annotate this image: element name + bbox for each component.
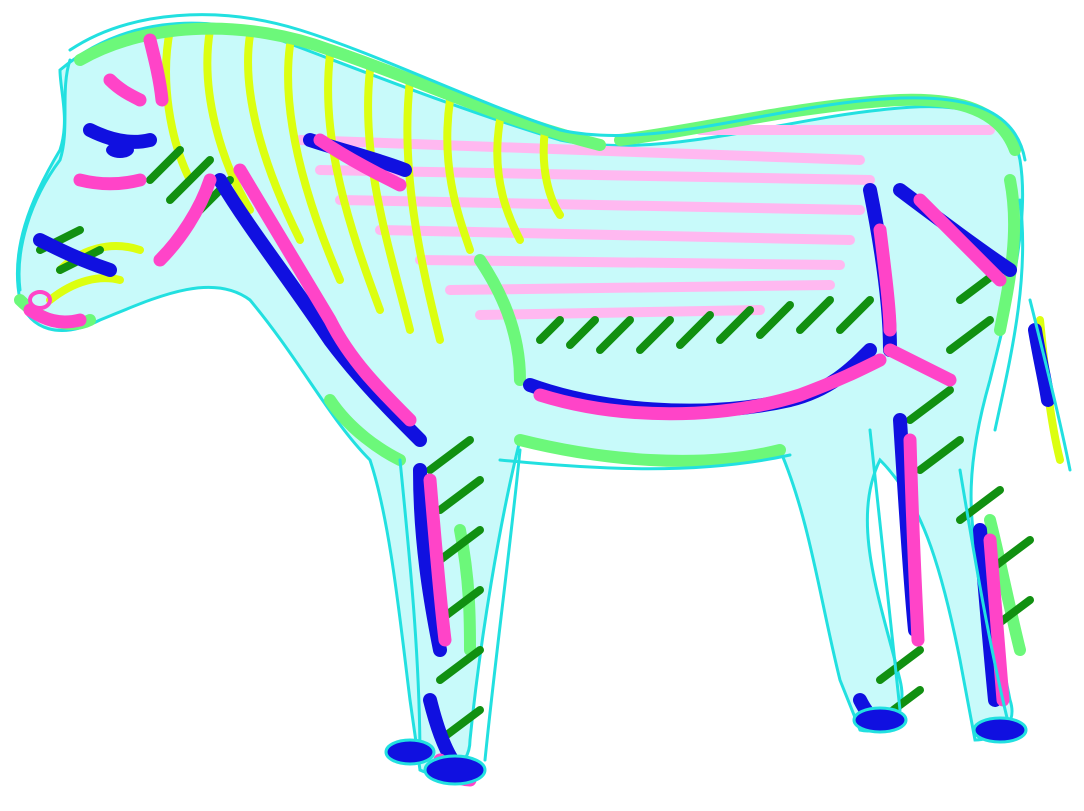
lime-stripe [162, 26, 194, 184]
hindleg-pink-stripe [903, 433, 925, 647]
green-hatch [426, 436, 474, 474]
green-hatch [916, 436, 964, 474]
lip-pink-stripe [23, 303, 87, 329]
chest-outline [324, 394, 406, 466]
lime-stripe [324, 51, 384, 314]
belly-pink-stripe [533, 353, 887, 421]
green-hatch [436, 526, 484, 564]
hind-hoof-icon [852, 706, 908, 734]
lime-stripe [284, 41, 344, 284]
green-hatch [146, 146, 184, 184]
belly-contour [498, 453, 792, 471]
foreleg-blue-stripe [413, 463, 447, 657]
shoulder-pink-stripe [313, 133, 407, 192]
green-hatch [876, 646, 924, 684]
mane-outline [74, 22, 606, 151]
green-hatch [436, 646, 484, 684]
hindleg-contour [868, 428, 902, 712]
hip-pink-stripe [873, 223, 897, 337]
hindleg2-pink-stripe [983, 533, 1010, 707]
lime-stripe [203, 26, 254, 214]
body-silhouette [15, 21, 1025, 776]
hot-pink-stripes [23, 33, 1010, 787]
pink-hatch [375, 225, 855, 245]
green-hatch [756, 301, 794, 339]
green-hatch [166, 156, 214, 204]
lime-stripe [493, 116, 524, 244]
belly-outline [514, 434, 786, 467]
foreleg-back-contour [398, 458, 422, 762]
lime-stripe [403, 76, 444, 344]
rump-outline [994, 174, 1021, 336]
foreleg-front-contour [483, 448, 522, 762]
green-hatch [946, 316, 994, 354]
green-hatch [906, 386, 954, 424]
front-hoof-icon [423, 754, 487, 786]
lime-stripe [539, 126, 564, 219]
green-hatch [436, 476, 484, 514]
ear-pink-stripe [143, 33, 169, 107]
pink-hatch [475, 305, 765, 320]
green-hatch [596, 316, 634, 354]
green-hatch [566, 316, 599, 349]
green-hatch [836, 296, 874, 334]
throat-pink-stripe [153, 173, 217, 267]
cheek-pink-stripe [73, 173, 147, 191]
hindleg2-blue-stripe [973, 523, 1002, 707]
hind-hoof-icon [972, 716, 1028, 744]
green-hatch [636, 316, 674, 354]
rump-pink-stripe [913, 193, 1007, 287]
neck-pink-stripe [233, 163, 417, 427]
green-hatch [796, 296, 834, 334]
lime-stripe [244, 31, 304, 244]
eye-pink-stripe [103, 73, 147, 107]
nostril-icon [28, 290, 52, 310]
hindleg-outline [984, 514, 1026, 656]
hindleg2-contour [958, 468, 1012, 732]
neck-blue-stripe [213, 173, 427, 447]
green-hatch [716, 306, 754, 344]
muzzle-blue-stripe [33, 233, 117, 277]
body-base [15, 21, 1025, 776]
cyan-sketch-lines [17, 13, 1072, 762]
hooves [384, 706, 1028, 786]
pink-hatch [335, 195, 865, 215]
eye-icon [106, 142, 134, 158]
foreleg-pink-stripe [423, 473, 452, 647]
face-blue-stripe [83, 123, 157, 149]
front-hoof-icon [384, 738, 436, 766]
green-hatch [536, 316, 564, 344]
lime-stripe [364, 66, 414, 334]
pink-hatch [445, 280, 835, 295]
rear-contour [993, 198, 1025, 432]
pink-hatch [295, 135, 865, 165]
thigh-pink-stripe [883, 343, 957, 387]
tail-blue-stripe [1028, 323, 1055, 407]
face-contour [17, 58, 72, 292]
tail-contour [1028, 298, 1072, 472]
shoulder-outline [474, 254, 526, 386]
pink-hatch [415, 255, 845, 270]
neck-lime-stripes [46, 26, 1064, 464]
green-hatch [676, 311, 714, 349]
lime-stripe [443, 96, 474, 254]
muzzle-lime-stripe [46, 274, 124, 304]
face-details [28, 142, 134, 310]
top-contour [68, 13, 1027, 162]
